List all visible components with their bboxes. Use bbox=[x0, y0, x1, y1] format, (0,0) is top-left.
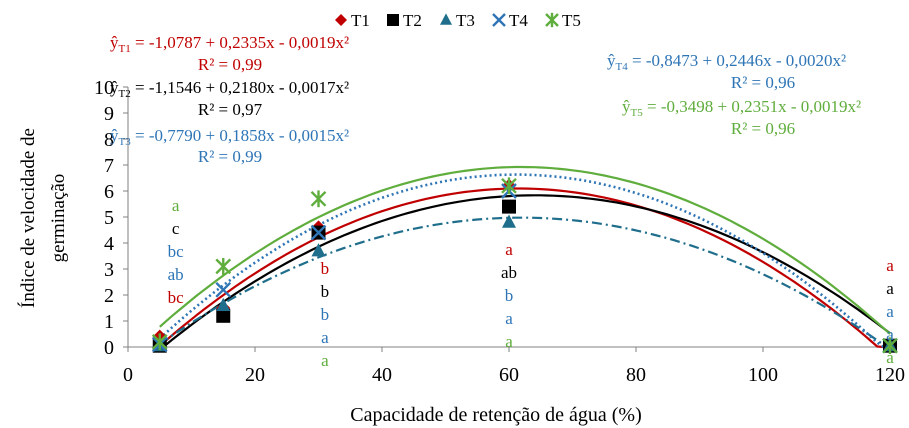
y-axis-label-line2: germinação bbox=[48, 174, 69, 263]
point-t2 bbox=[216, 308, 231, 323]
significance-letter: a bbox=[886, 279, 894, 298]
equation-t5: ŷT5 = -0,3498 + 0,2351x - 0,0019x² bbox=[622, 97, 861, 119]
curve-t1 bbox=[159, 187, 890, 349]
significance-letter: a bbox=[505, 332, 513, 351]
significance-letter: a bbox=[886, 348, 894, 367]
axes: 0 20 40 60 80 100 120 0 1 2 3 4 5 6 7 8 9 10 bbox=[94, 77, 905, 386]
x-tick-label: 60 bbox=[499, 364, 519, 386]
significance-letter: b bbox=[321, 282, 330, 301]
legend-label-t4: T4 bbox=[509, 11, 528, 30]
significance-letter: a bbox=[172, 196, 180, 215]
data-points bbox=[151, 177, 898, 355]
x-tick-label: 40 bbox=[372, 364, 392, 386]
y-tick-label: 2 bbox=[104, 285, 114, 307]
curve-t5 bbox=[159, 165, 891, 335]
x-tick-label: 100 bbox=[748, 364, 778, 386]
point-t3 bbox=[311, 243, 326, 257]
y-tick-label: 10 bbox=[94, 77, 114, 99]
point-t5 bbox=[310, 190, 327, 208]
significance-letter: b bbox=[321, 259, 330, 278]
y-tick-label: 4 bbox=[104, 233, 114, 255]
point-t5 bbox=[882, 337, 898, 355]
legend: T1 T2 T3 T4 T5 bbox=[335, 11, 581, 30]
y-tick-label: 0 bbox=[104, 337, 114, 359]
fitted-curves bbox=[158, 165, 891, 349]
x-tick-label: 20 bbox=[245, 364, 265, 386]
curve-t3 bbox=[159, 216, 891, 349]
significance-letter: b bbox=[321, 305, 330, 324]
legend-marker-t2 bbox=[387, 14, 399, 26]
curve-t2 bbox=[159, 194, 891, 349]
y-tick-label: 6 bbox=[104, 181, 114, 203]
significance-letter: a bbox=[505, 309, 513, 328]
point-t4 bbox=[215, 281, 232, 298]
y-tick-label: 9 bbox=[104, 103, 114, 125]
r2-t3: R² = 0,99 bbox=[198, 147, 262, 166]
y-tick-label: 1 bbox=[104, 311, 114, 333]
legend-label-t2: T2 bbox=[403, 11, 422, 30]
r2-t4: R² = 0,96 bbox=[731, 73, 795, 92]
point-t4 bbox=[310, 224, 327, 241]
equation-t1: ŷT1 = -1,0787 + 0,2335x - 0,0019x² bbox=[110, 33, 349, 55]
significance-letter: a bbox=[886, 256, 894, 275]
significance-letter: a bbox=[505, 240, 513, 259]
point-t3 bbox=[502, 214, 516, 228]
significance-letter: a bbox=[886, 325, 894, 344]
point-t5 bbox=[151, 333, 168, 351]
legend-marker-t5 bbox=[545, 12, 559, 28]
y-tick-label: 8 bbox=[104, 129, 114, 151]
r2-t1: R² = 0,99 bbox=[198, 55, 262, 74]
point-t5 bbox=[215, 258, 232, 275]
significance-letter: c bbox=[172, 219, 180, 238]
x-tick-label: 80 bbox=[626, 364, 646, 386]
legend-label-t3: T3 bbox=[456, 11, 475, 30]
significance-letter: a bbox=[321, 351, 329, 370]
x-axis-label: Capacidade de retenção de água (%) bbox=[350, 404, 642, 426]
significance-letter: ab bbox=[501, 263, 517, 282]
y-tick-label: 7 bbox=[104, 155, 114, 177]
significance-letter: bc bbox=[168, 242, 185, 261]
y-axis-label-line1: Índice de velocidade de bbox=[17, 128, 39, 308]
significance-letter: ab bbox=[168, 265, 184, 284]
legend-label-t1: T1 bbox=[351, 11, 370, 30]
equation-t4: ŷT4 = -0,8473 + 0,2446x - 0,0020x² bbox=[607, 51, 846, 73]
legend-marker-t4 bbox=[492, 13, 506, 27]
significance-letter: a bbox=[886, 302, 894, 321]
significance-letter: b bbox=[505, 286, 514, 305]
y-tick-label: 3 bbox=[104, 259, 114, 281]
legend-marker-t1 bbox=[335, 14, 347, 26]
significance-letter: a bbox=[321, 328, 329, 347]
x-tick-label: 120 bbox=[875, 364, 905, 386]
legend-label-t5: T5 bbox=[562, 11, 581, 30]
equation-t3: ŷT3 = -0,7790 + 0,1858x - 0,0015x² bbox=[110, 126, 349, 148]
y-tick-label: 5 bbox=[104, 207, 114, 229]
legend-marker-t3 bbox=[440, 13, 452, 25]
r2-t5: R² = 0,96 bbox=[731, 119, 795, 138]
x-tick-label: 0 bbox=[123, 364, 133, 386]
curve-t4 bbox=[158, 173, 890, 349]
equation-t2: ŷT2 = -1,1546 + 0,2180x - 0,0017x² bbox=[110, 78, 349, 100]
point-t2 bbox=[502, 199, 516, 214]
point-t3 bbox=[216, 297, 231, 311]
significance-letter: bc bbox=[168, 288, 185, 307]
point-t5 bbox=[501, 177, 517, 195]
r2-t2: R² = 0,97 bbox=[198, 100, 263, 119]
